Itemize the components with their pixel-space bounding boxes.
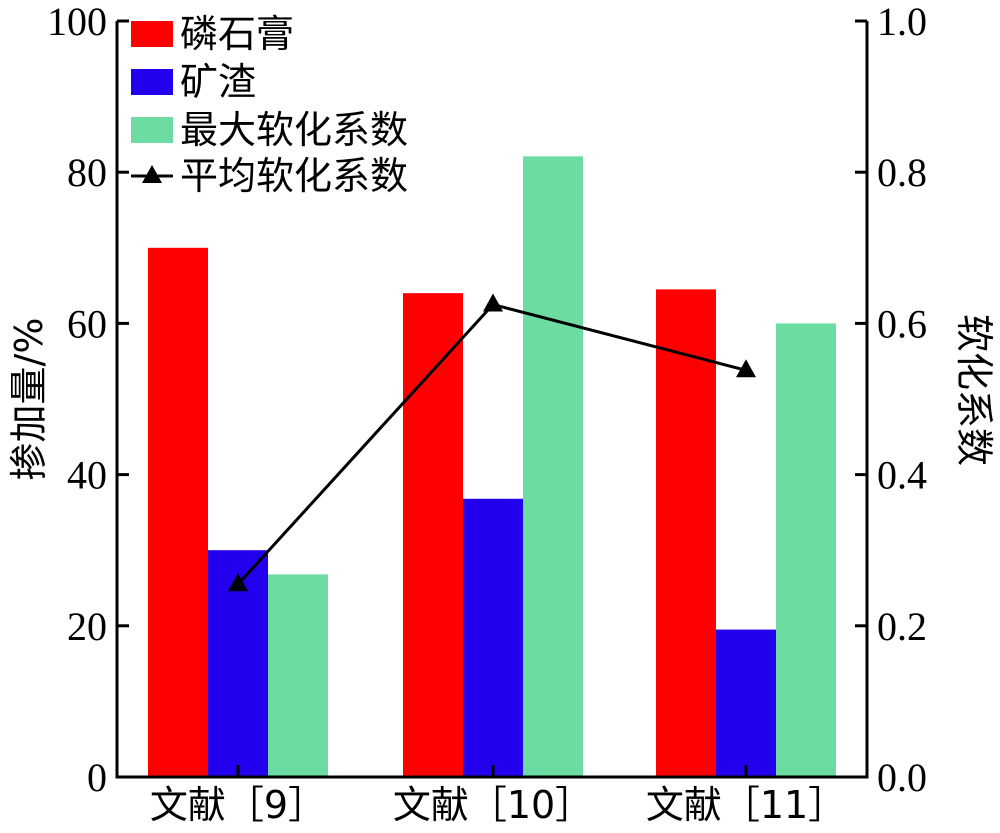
bar-3-1 xyxy=(268,574,328,777)
y-tick-label-4: 80 xyxy=(67,150,107,195)
legend-label-4: 平均软化系数 xyxy=(180,154,408,198)
line-layer xyxy=(228,293,756,592)
y2-tick-label-2: 0.4 xyxy=(877,453,927,498)
y-tick-label-3: 60 xyxy=(67,301,107,346)
y2-tick-label-4: 0.8 xyxy=(877,150,927,195)
y2-tick-label-3: 0.6 xyxy=(877,301,927,346)
legend-label-1: 磷石膏 xyxy=(180,12,294,56)
y2-tick-label-0: 0.0 xyxy=(877,755,927,800)
y-tick-label-5: 100 xyxy=(47,0,107,44)
x-tick-label-3: 文献［11］ xyxy=(646,783,846,827)
y-tick-label-0: 0 xyxy=(87,755,107,800)
y2-tick-label-5: 1.0 xyxy=(877,0,927,44)
legend-label-3: 最大软化系数 xyxy=(180,108,408,152)
legend-swatch-2 xyxy=(131,69,173,95)
y-axis-title: 掺加量/% xyxy=(7,318,51,481)
bars-layer xyxy=(148,156,836,778)
avg-softening-point-3 xyxy=(736,359,756,378)
legend-swatch-3 xyxy=(131,117,173,143)
ticks-layer: 0 20 40 60 80 100 0.0 0.2 0.4 0.6 0.8 1.0 文献［9］ 文献［10… xyxy=(47,0,927,827)
bar-2-2 xyxy=(463,498,523,777)
bar-1-2 xyxy=(403,293,463,777)
y-tick-label-1: 20 xyxy=(67,604,107,649)
avg-softening-point-1 xyxy=(228,573,248,592)
y-tick-label-2: 40 xyxy=(67,453,107,498)
x-tick-label-1: 文献［9］ xyxy=(150,783,326,827)
bar-3-3 xyxy=(776,323,836,777)
y2-tick-label-1: 0.2 xyxy=(877,604,927,649)
avg-softening-point-2 xyxy=(483,293,503,312)
legend-marker-4 xyxy=(142,165,162,183)
bar-1-1 xyxy=(148,247,208,778)
legend-label-2: 矿渣 xyxy=(180,60,256,104)
bar-3-2 xyxy=(523,156,583,778)
y2-axis-title: 软化系数 xyxy=(952,314,996,466)
legend-swatch-1 xyxy=(131,21,173,47)
bar-1-3 xyxy=(656,289,716,777)
x-tick-label-2: 文献［10］ xyxy=(393,783,593,827)
bar-2-3 xyxy=(716,629,776,777)
